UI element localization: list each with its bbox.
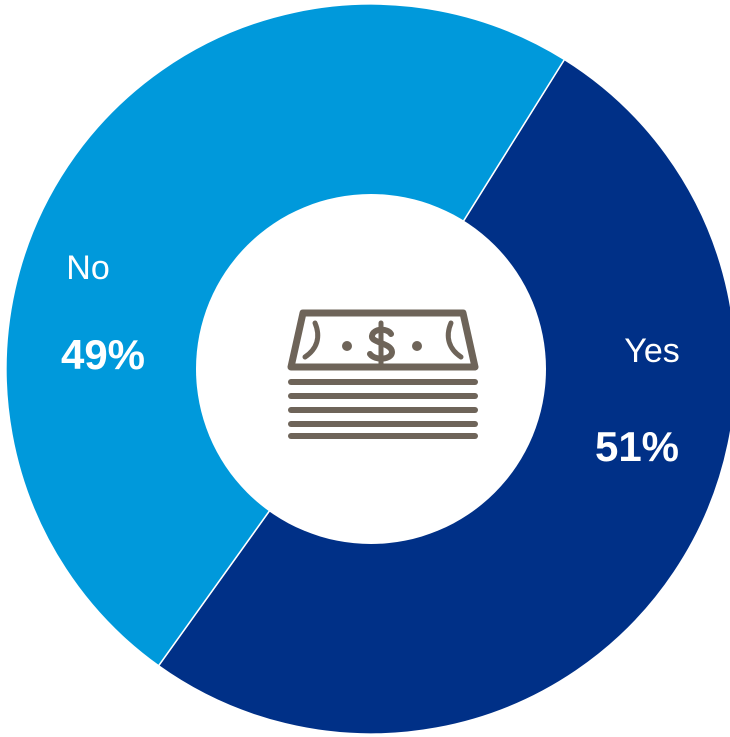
money-stack-icon	[287, 309, 479, 439]
label-yes-name: Yes	[624, 332, 679, 370]
label-yes-value: 51%	[595, 423, 679, 470]
label-no-name: No	[66, 249, 109, 287]
label-no-value: 49%	[61, 331, 145, 378]
